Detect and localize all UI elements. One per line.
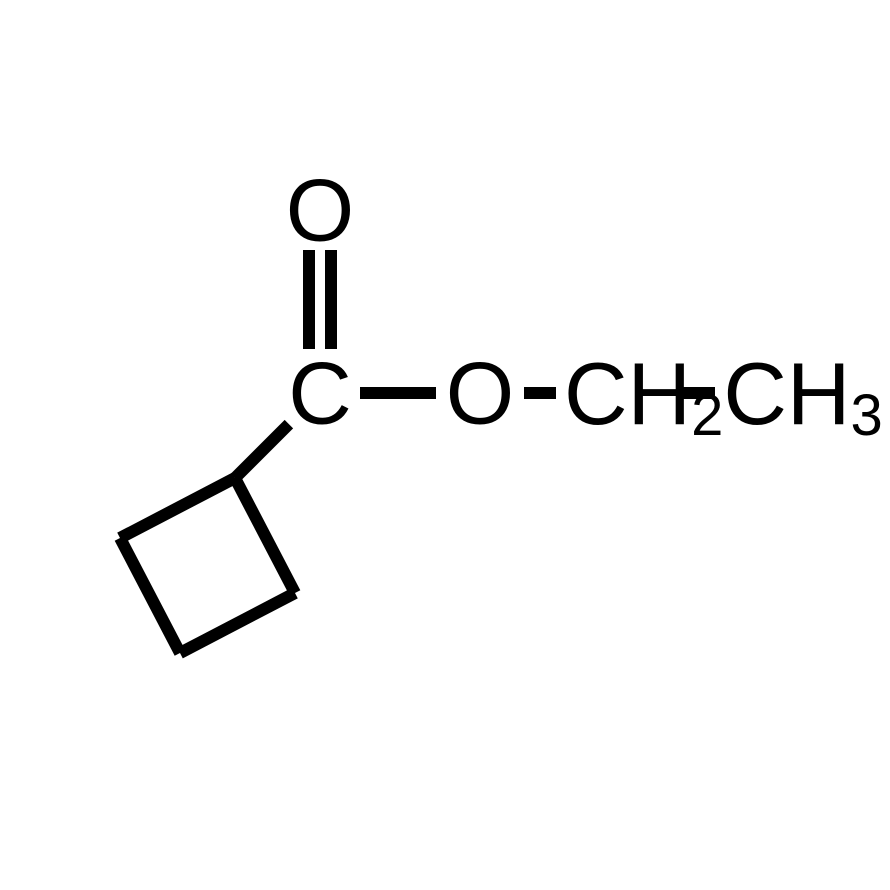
svg-text:CH2CH3: CH2CH3 (564, 344, 883, 448)
svg-text:O: O (286, 161, 354, 260)
molecule-diagram: COO CH2CH3 (0, 0, 890, 890)
svg-text:O: O (446, 344, 514, 443)
svg-text:C: C (288, 344, 352, 443)
